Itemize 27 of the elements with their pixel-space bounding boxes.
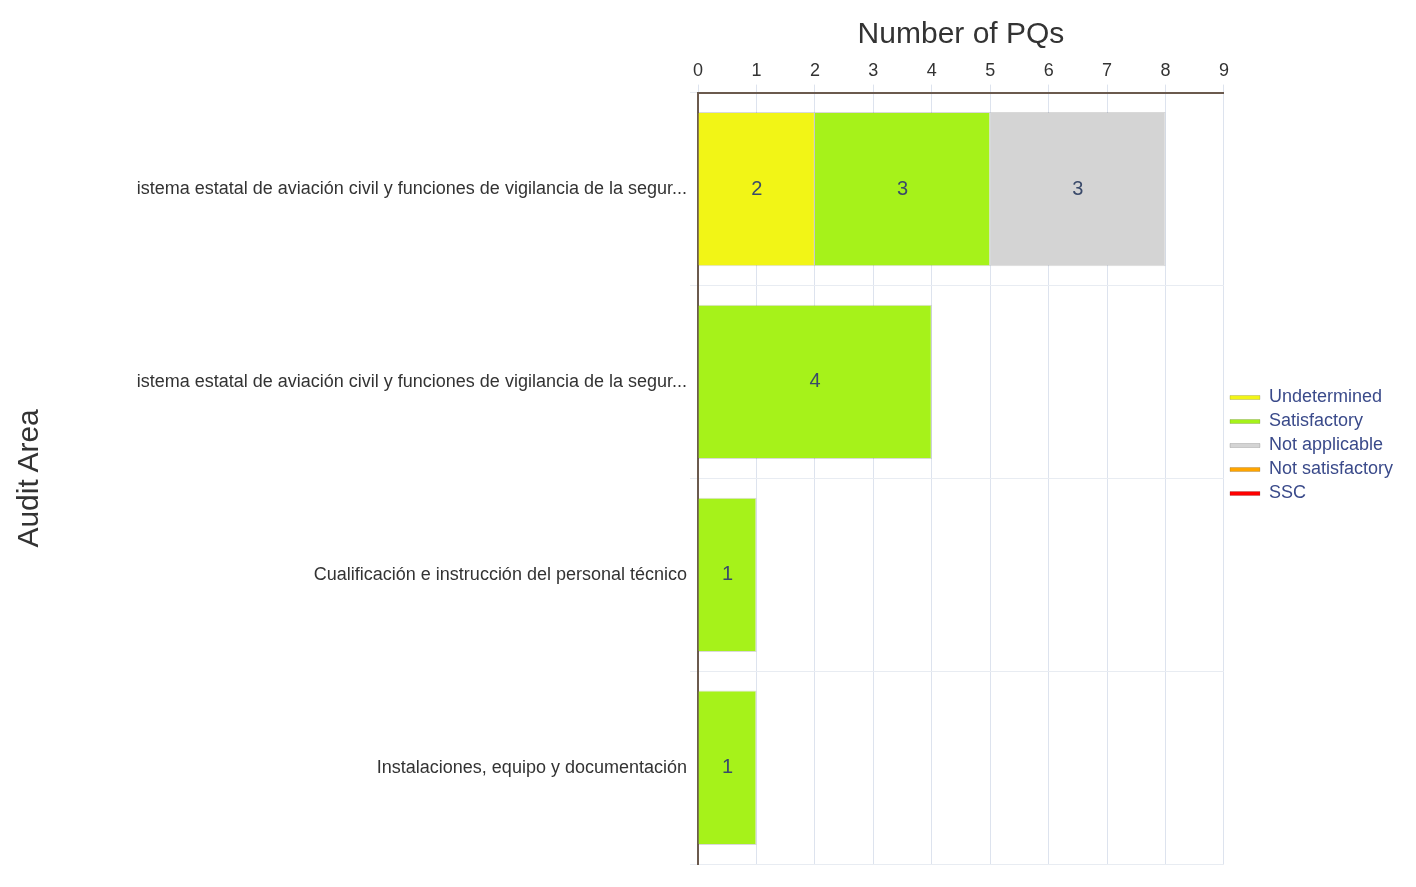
- x-tick-label: 5: [985, 59, 996, 80]
- y-tick-label: istema estatal de aviación civil y funciones de vigilancia de la segur...: [136, 178, 687, 199]
- data-label: 2: [751, 176, 763, 199]
- legend-label: Not satisfactory: [1268, 458, 1394, 479]
- data-label: 1: [721, 755, 734, 778]
- y-tick-label: Instalaciones, equipo y documentación: [376, 756, 687, 777]
- data-label: 4: [809, 369, 821, 392]
- y-axis-title: Audit Area: [11, 408, 45, 548]
- y-tick-label: Cualificación e instrucción del personal técnico: [313, 563, 687, 584]
- x-tick-label: 1: [751, 59, 762, 80]
- legend-label: SSC: [1268, 482, 1306, 503]
- x-tick-label: 7: [1102, 59, 1113, 80]
- data-label: 3: [1072, 176, 1084, 199]
- x-axis-title: Number of PQs: [857, 16, 1065, 50]
- x-tick-label: 2: [809, 59, 820, 80]
- data-label: 3: [896, 176, 909, 199]
- x-tick-label: 6: [1043, 59, 1054, 80]
- legend-label: Not applicable: [1268, 434, 1384, 455]
- x-tick-label: 9: [1218, 59, 1229, 80]
- data-label: 1: [721, 562, 734, 585]
- x-tick-label: 3: [868, 59, 879, 80]
- x-tick-label: 8: [1160, 59, 1171, 80]
- x-tick-label: 0: [692, 59, 704, 80]
- y-tick-label: istema estatal de aviación civil y funciones de vigilancia de la segur...: [136, 370, 687, 391]
- legend-label: Satisfactory: [1268, 410, 1364, 431]
- legend-label: Undetermined: [1268, 386, 1383, 407]
- x-tick-label: 4: [926, 59, 937, 80]
